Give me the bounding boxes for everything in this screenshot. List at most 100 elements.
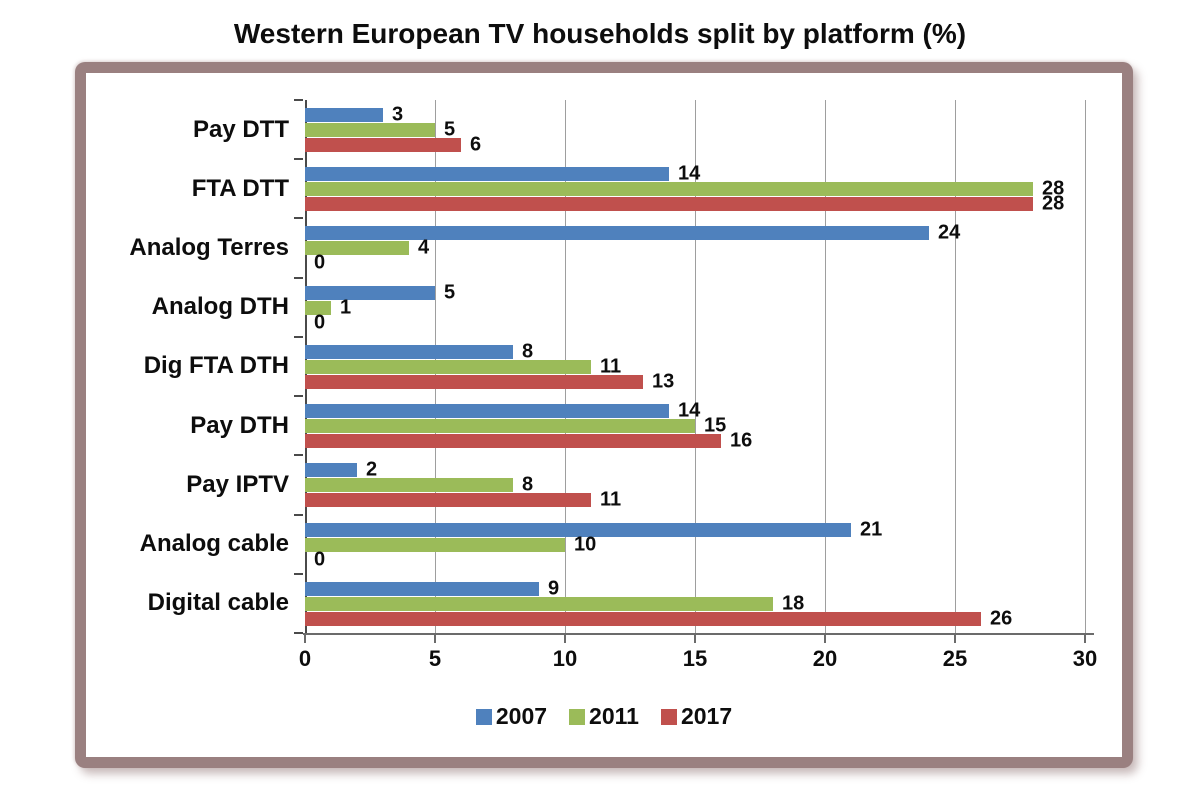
category-label-analog-terres: Analog Terres <box>129 234 289 262</box>
y-axis-tick <box>294 395 303 397</box>
bar-value-label: 15 <box>704 414 727 437</box>
category-label-fta-dtt: FTA DTT <box>191 174 289 202</box>
bar-2011-analog-dth <box>305 300 331 315</box>
bar-value-label: 28 <box>1042 177 1065 200</box>
y-axis-tick <box>294 573 303 575</box>
y-axis-tick <box>294 632 303 634</box>
legend-label-2011: 2011 <box>589 703 639 729</box>
bar-2017-digital-cable <box>305 611 981 626</box>
x-tick-label-5: 5 <box>428 646 442 671</box>
bar-value-label: 28 <box>1042 192 1065 215</box>
gridline-30 <box>1085 100 1086 633</box>
bar-2007-pay-dtt <box>305 108 383 122</box>
bar-2017-pay-iptv <box>305 493 591 508</box>
x-axis-tick-20 <box>824 635 826 643</box>
bar-2007-dig-fta-dth <box>305 344 513 359</box>
bar-value-label: 18 <box>782 592 805 615</box>
gridline-25 <box>955 100 956 633</box>
x-axis-tick-10 <box>564 635 566 643</box>
plot-area: 0 5 10 15 20 25 30 Pay DTT 3 5 6 FTA DTT 14 28 28 Analo… <box>129 99 1097 671</box>
y-axis-tick <box>294 99 303 101</box>
legend-item-2007: 2007 <box>475 703 548 730</box>
x-tick-label-10: 10 <box>552 646 578 671</box>
bar-2011-fta-dtt <box>305 182 1033 197</box>
x-axis-tick-5 <box>434 635 436 643</box>
bar-2011-digital-cable <box>305 596 773 611</box>
bar-2011-pay-dtt <box>305 123 435 137</box>
x-tick-label-15: 15 <box>682 646 708 671</box>
legend-label-2017: 2017 <box>680 703 733 729</box>
bar-2007-fta-dtt <box>305 167 669 182</box>
bar-2017-dig-fta-dth <box>305 374 643 389</box>
bar-value-label: 14 <box>678 399 701 422</box>
y-axis-tick <box>294 514 303 516</box>
bar-value-label: 11 <box>600 488 622 511</box>
legend-swatch-2007 <box>475 708 492 725</box>
x-axis-tick-25 <box>954 635 956 643</box>
category-label-pay-dth: Pay DTH <box>190 411 289 439</box>
bar-2017-fta-dtt <box>305 197 1033 212</box>
y-axis-tick <box>294 454 303 456</box>
x-tick-label-0: 0 <box>298 646 312 671</box>
bar-value-label: 0 <box>314 311 326 334</box>
bar-2017-pay-dtt <box>305 138 461 152</box>
chart-frame: 0 5 10 15 20 25 30 Pay DTT 3 5 6 FTA DTT 14 28 28 Analo… <box>75 62 1133 768</box>
bar-2007-analog-cable <box>305 522 851 537</box>
x-axis-line <box>303 633 1094 635</box>
bar-value-label: 8 <box>522 473 534 496</box>
category-label-dig-fta-dth: Dig FTA DTH <box>143 352 289 380</box>
bar-value-label: 5 <box>444 118 456 141</box>
y-axis-tick <box>294 336 303 338</box>
bar-value-label: 14 <box>678 162 701 185</box>
bar-2011-analog-cable <box>305 537 565 552</box>
bar-value-label: 9 <box>548 577 560 600</box>
bar-value-label: 8 <box>522 340 534 363</box>
bar-value-label: 13 <box>652 370 675 393</box>
bar-value-label: 2 <box>366 458 378 481</box>
x-axis-tick-0 <box>304 635 306 643</box>
bar-value-label: 16 <box>730 429 753 452</box>
bar-2007-pay-iptv <box>305 463 357 478</box>
bar-2007-analog-dth <box>305 285 435 300</box>
x-axis-tick-30 <box>1084 635 1086 643</box>
bar-2017-pay-dth <box>305 434 721 449</box>
bar-value-label: 1 <box>340 296 352 319</box>
legend-label-2007: 2007 <box>495 703 548 729</box>
chart-title: Western European TV households split by … <box>233 18 967 49</box>
legend-swatch-2017 <box>660 708 677 725</box>
bar-2007-pay-dth <box>305 404 669 419</box>
legend-item-2017: 2017 <box>660 703 733 730</box>
bar-2011-pay-iptv <box>305 478 513 493</box>
bar-value-label: 11 <box>600 355 622 378</box>
x-tick-label-25: 25 <box>942 646 968 671</box>
gridline-15 <box>695 100 696 633</box>
legend-swatch-2011 <box>569 708 586 725</box>
bar-value-label: 5 <box>444 281 456 304</box>
bar-value-label: 0 <box>314 251 326 274</box>
y-axis-tick <box>294 217 303 219</box>
bar-value-label: 21 <box>860 518 883 541</box>
legend: 2007 2011 2017 <box>86 703 1122 730</box>
x-tick-label-30: 30 <box>1072 646 1098 671</box>
bar-2007-analog-terres <box>305 226 929 241</box>
bar-value-label: 4 <box>418 236 430 259</box>
legend-item-2011: 2011 <box>569 703 639 730</box>
x-axis-tick-15 <box>694 635 696 643</box>
bar-value-label: 0 <box>314 548 326 571</box>
y-axis-tick <box>294 277 303 279</box>
bar-value-label: 10 <box>574 533 597 556</box>
bar-2007-digital-cable <box>305 581 539 596</box>
x-tick-label-20: 20 <box>812 646 838 671</box>
y-axis-tick <box>294 158 303 160</box>
bar-value-label: 3 <box>392 103 404 126</box>
bar-2011-pay-dth <box>305 419 695 434</box>
bar-2011-analog-terres <box>305 241 409 256</box>
bar-value-label: 24 <box>938 221 961 244</box>
bar-2011-dig-fta-dth <box>305 359 591 374</box>
bar-value-label: 6 <box>470 133 482 156</box>
bar-value-label: 26 <box>990 607 1013 630</box>
category-label-pay-dtt: Pay DTT <box>192 115 289 143</box>
category-label-pay-iptv: Pay IPTV <box>186 470 289 498</box>
gridline-20 <box>825 100 826 633</box>
